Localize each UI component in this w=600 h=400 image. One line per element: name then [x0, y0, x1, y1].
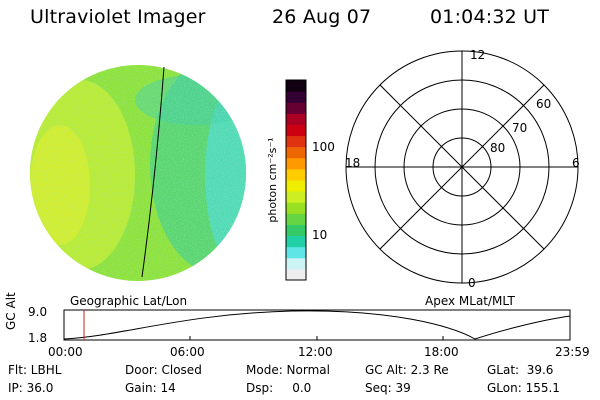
colorbar-cell — [286, 146, 306, 159]
colorbar-cell — [286, 168, 306, 181]
colorbar-cell — [286, 224, 306, 237]
xtick-0000: 00:00 — [48, 345, 83, 359]
info-glon: GLon: 155.1 — [487, 381, 560, 395]
terminator-line — [141, 66, 165, 278]
colorbar-cell — [286, 80, 306, 92]
colorbar-unit: photon cm⁻²s⁻¹ — [266, 137, 279, 222]
colorbar: photon cm⁻²s⁻¹ — [266, 79, 307, 281]
apex-label: Apex MLat/MLT — [425, 294, 515, 308]
clock-label-12: 12 — [470, 48, 485, 62]
info-flt: Flt: LBHL — [8, 363, 62, 377]
xtick-0600: 06:00 — [170, 345, 205, 359]
altitude-curve — [63, 310, 571, 340]
altitude-ylabel: GC Alt — [4, 292, 18, 330]
colorbar-tick-100: 100 — [312, 140, 335, 154]
colorbar-cell — [286, 102, 306, 114]
lat-label-80: 80 — [490, 141, 505, 155]
colorbar-cell — [286, 191, 306, 203]
colorbar-cell — [286, 213, 306, 225]
info-gain: Gain: 14 — [125, 381, 176, 395]
info-door: Door: Closed — [125, 363, 202, 377]
clock-label-0: 0 — [468, 276, 476, 290]
colorbar-cell — [286, 202, 306, 214]
lat-label-70: 70 — [512, 121, 527, 135]
colorbar-tick-10: 10 — [312, 228, 328, 242]
polar-grid: 12 18 6 0 60 70 80 — [345, 48, 580, 290]
xtick-2359: 23:59 — [555, 345, 590, 359]
info-mode: Mode: Normal — [246, 363, 330, 377]
colorbar-cell — [286, 113, 306, 125]
info-ip: IP: 36.0 — [8, 381, 54, 395]
instrument-title: Ultraviolet Imager — [30, 6, 206, 28]
colorbar-cell — [286, 257, 306, 270]
xtick-1200: 12:00 — [298, 345, 333, 359]
colorbar-cell — [286, 124, 306, 137]
colorbar-cell — [286, 91, 306, 103]
altitude-plot — [63, 309, 571, 341]
info-dsp: Dsp: 0.0 — [246, 381, 312, 395]
colorbar-cell — [286, 246, 306, 259]
info-seq: Seq: 39 — [365, 381, 411, 395]
info-gc-alt: GC Alt: 2.3 Re — [365, 363, 449, 377]
uv-image — [30, 65, 246, 281]
colorbar-cell — [286, 268, 306, 281]
colorbar-cell — [286, 235, 306, 248]
xtick-1800: 18:00 — [424, 345, 459, 359]
date-label: 26 Aug 07 — [272, 6, 372, 28]
altitude-ytick-top: 9.0 — [28, 305, 48, 319]
clock-label-18: 18 — [345, 156, 360, 170]
colorbar-cell — [286, 157, 306, 170]
info-glat: GLat: 39.6 — [487, 363, 554, 377]
geographic-label: Geographic Lat/Lon — [70, 294, 188, 308]
altitude-ytick-bottom: 1.8 — [28, 331, 48, 345]
clock-label-6: 6 — [572, 156, 580, 170]
lat-label-60: 60 — [536, 97, 551, 111]
time-label: 01:04:32 UT — [430, 6, 550, 28]
colorbar-cell — [286, 135, 306, 148]
colorbar-cell — [286, 180, 306, 192]
